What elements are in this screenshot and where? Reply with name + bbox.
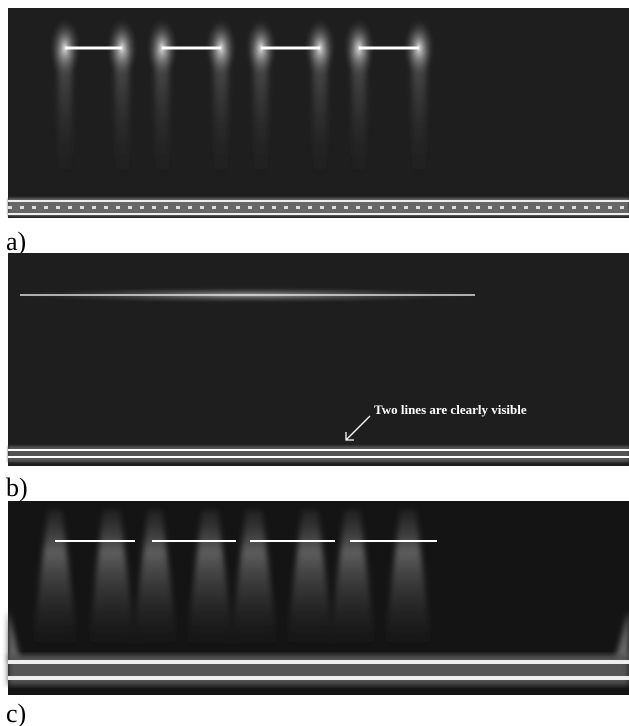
panel-b: Two lines are clearly visible [8,253,629,466]
panel-c [8,501,629,695]
panel-label: a) [6,227,26,256]
panel-label: c) [6,699,26,726]
panel-label: b) [6,473,28,502]
panel-a [8,8,629,218]
annotation: Two lines are clearly visible [374,402,527,417]
